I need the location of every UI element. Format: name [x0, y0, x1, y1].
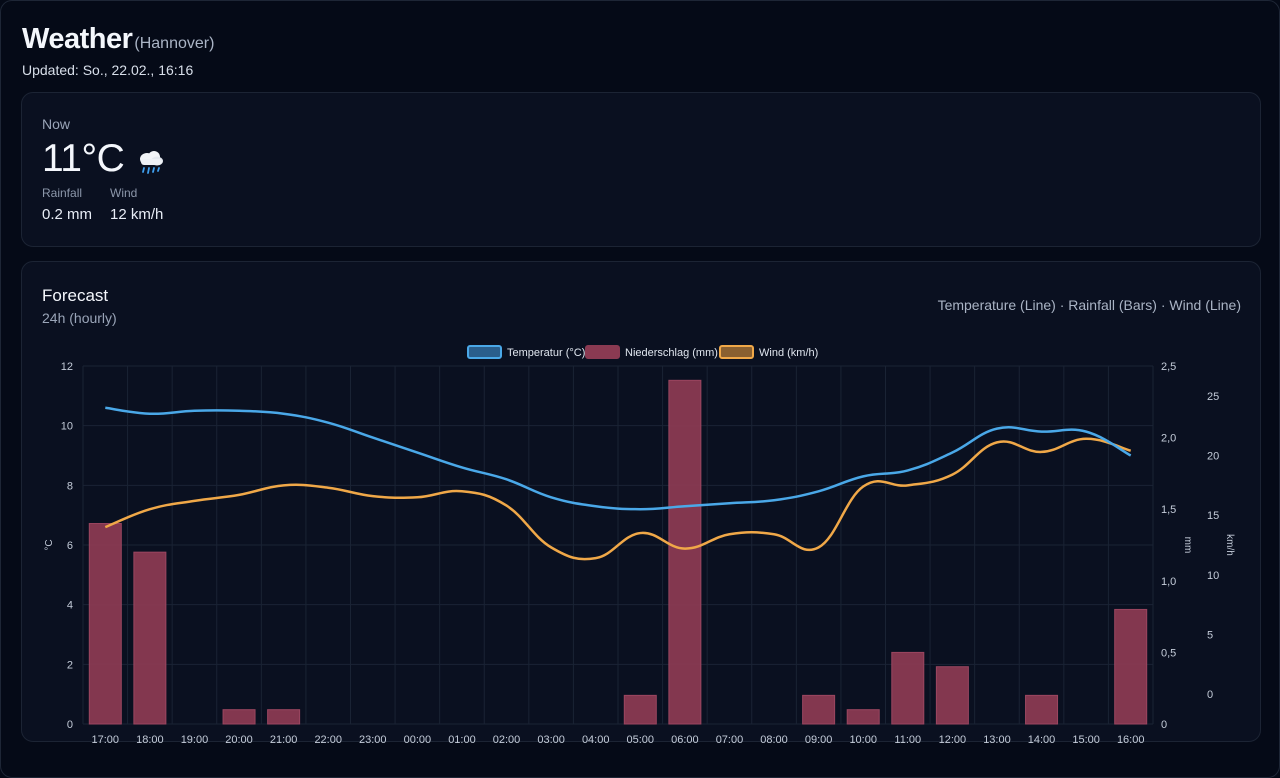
updated-timestamp: Updated: So., 22.02., 16:16: [22, 62, 194, 78]
rain-cloud-icon: [140, 151, 163, 174]
current-temperature: 11°C: [42, 137, 125, 180]
location-text: (Hannover): [134, 35, 215, 52]
wind-label: Wind: [110, 186, 138, 200]
wind-value: 12 km/h: [110, 206, 164, 223]
wind-stat: Wind 12 km/h: [110, 186, 163, 223]
title-text: Weather: [22, 23, 133, 55]
rainfall-label: Rainfall: [42, 186, 83, 200]
forecast-title: Forecast: [42, 286, 109, 305]
rainfall-stat: Rainfall 0.2 mm: [42, 186, 92, 223]
page-title: Weather (Hannover): [22, 23, 214, 56]
forecast-series-description: Temperature (Line) · Rainfall (Bars) · W…: [937, 297, 1241, 313]
now-label: Now: [42, 116, 71, 132]
current-weather-card: Now 11°C Rainfall 0.2 mm Wind 12 km/h: [21, 92, 1261, 247]
rainfall-value: 0.2 mm: [42, 206, 93, 223]
forecast-subtitle: 24h (hourly): [42, 310, 117, 326]
forecast-card: Forecast 24h (hourly) Temperature (Line)…: [21, 261, 1261, 742]
